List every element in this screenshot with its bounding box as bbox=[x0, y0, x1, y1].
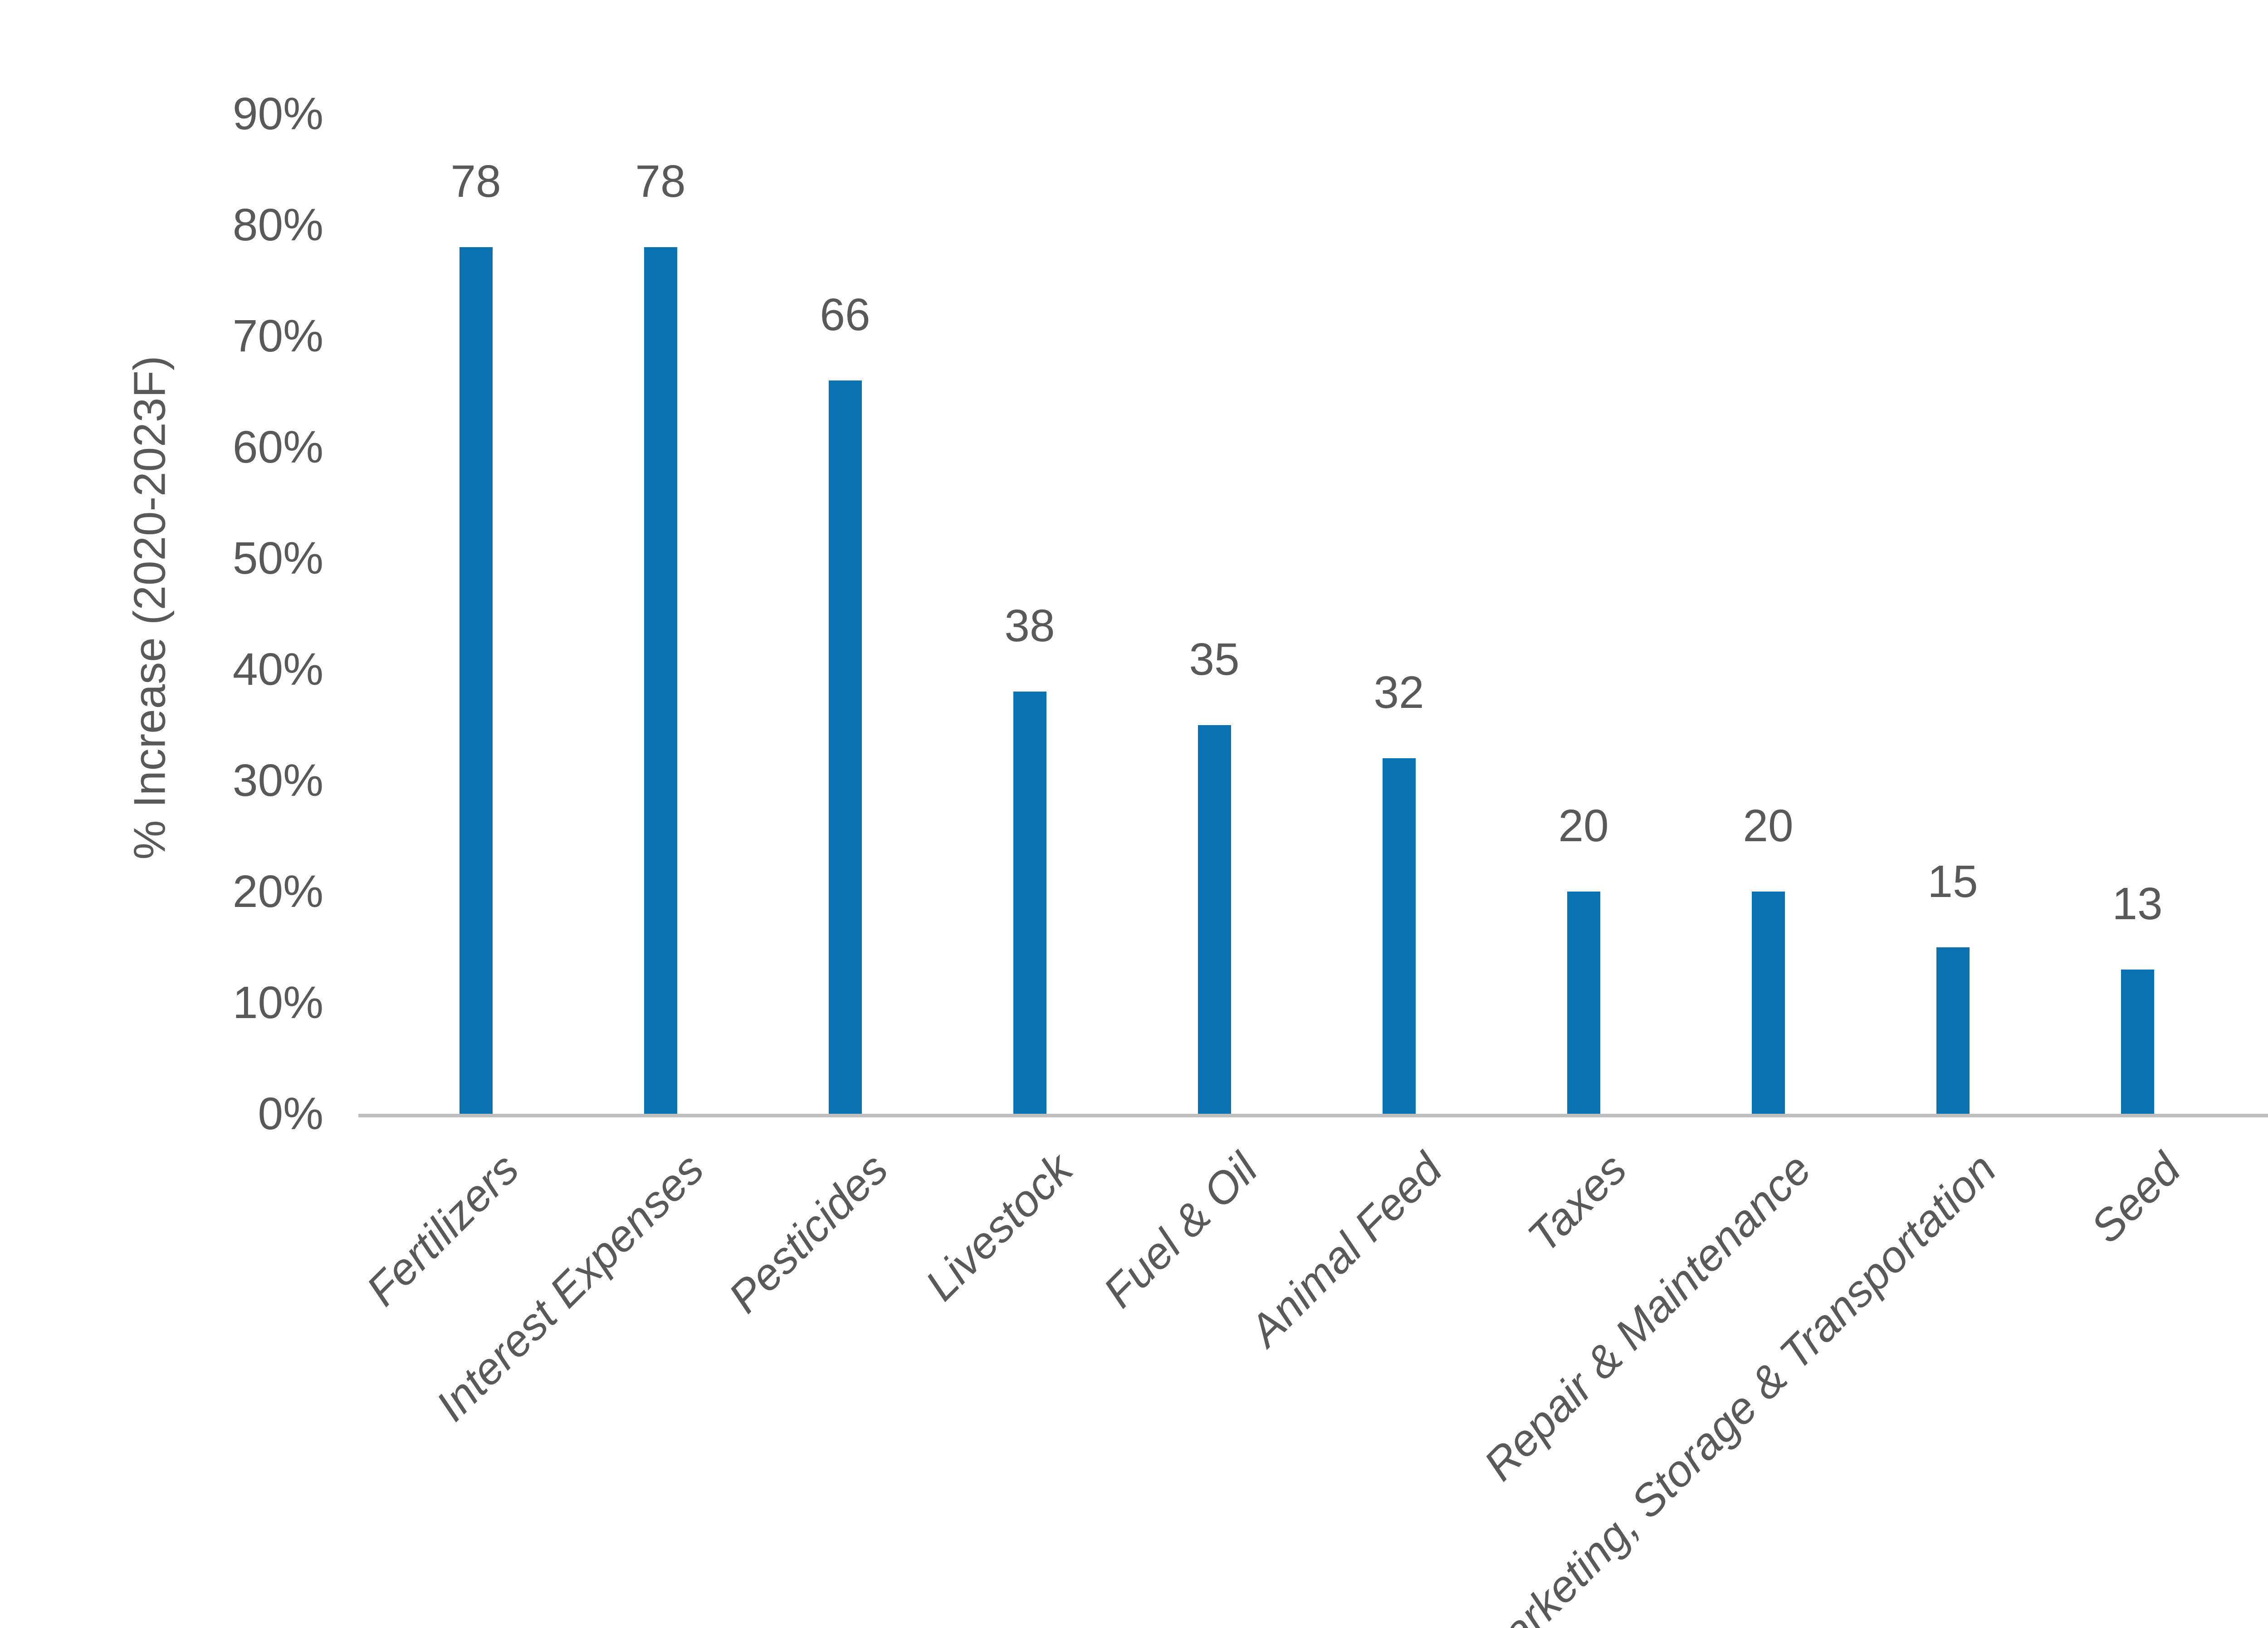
x-axis-line bbox=[358, 1114, 2268, 1117]
x-axis-label: Fertilizers bbox=[357, 1143, 528, 1315]
bar bbox=[1936, 947, 1970, 1114]
bar-value-label: 78 bbox=[635, 156, 686, 207]
x-axis-label: Animal Feed bbox=[1239, 1143, 1452, 1355]
y-axis-tick-label: 70% bbox=[232, 311, 323, 361]
y-axis-tick-label: 50% bbox=[232, 533, 323, 584]
bar bbox=[1382, 758, 1416, 1114]
bar bbox=[2121, 969, 2154, 1114]
y-axis-tick-label: 10% bbox=[232, 977, 323, 1028]
y-axis-tick-label: 30% bbox=[232, 755, 323, 806]
x-axis-label: Taxes bbox=[1518, 1143, 1636, 1262]
x-axis-label: Fuel & Oil bbox=[1093, 1143, 1267, 1317]
bar bbox=[1198, 725, 1231, 1114]
y-axis-tick-label: 20% bbox=[232, 866, 323, 917]
y-axis-tick-label: 80% bbox=[232, 200, 323, 250]
x-axis-label: Livestock bbox=[916, 1143, 1082, 1310]
bar-value-label: 12 bbox=[2231, 890, 2268, 940]
bar-value-label: 78 bbox=[450, 156, 501, 207]
bar-value-label: 20 bbox=[1743, 800, 1794, 851]
bar-value-label: 38 bbox=[1004, 600, 1055, 651]
y-axis-tick-label: 40% bbox=[232, 644, 323, 695]
bar bbox=[1751, 892, 1785, 1114]
bar-value-label: 13 bbox=[2112, 878, 2163, 929]
bar-value-label: 66 bbox=[820, 289, 870, 340]
bar-value-label: 35 bbox=[1189, 634, 1240, 685]
x-axis-label: Pesticides bbox=[719, 1143, 898, 1322]
bar-value-label: 15 bbox=[1927, 856, 1978, 907]
x-axis-label: Labor bbox=[2258, 1143, 2268, 1259]
bar bbox=[644, 247, 677, 1114]
y-axis-tick-label: 60% bbox=[232, 422, 323, 473]
y-axis-tick-label: 0% bbox=[258, 1088, 323, 1139]
y-axis-tick-label: 90% bbox=[232, 88, 323, 139]
bar bbox=[1567, 892, 1600, 1114]
bar bbox=[828, 380, 862, 1114]
bar-value-label: 32 bbox=[1374, 667, 1424, 718]
bar-value-label: 20 bbox=[1558, 800, 1609, 851]
bar bbox=[1013, 692, 1046, 1114]
x-axis-label: Seed bbox=[2081, 1143, 2190, 1253]
bar bbox=[459, 247, 493, 1114]
x-axis-label: Repair & Maintenance bbox=[1474, 1143, 1821, 1490]
